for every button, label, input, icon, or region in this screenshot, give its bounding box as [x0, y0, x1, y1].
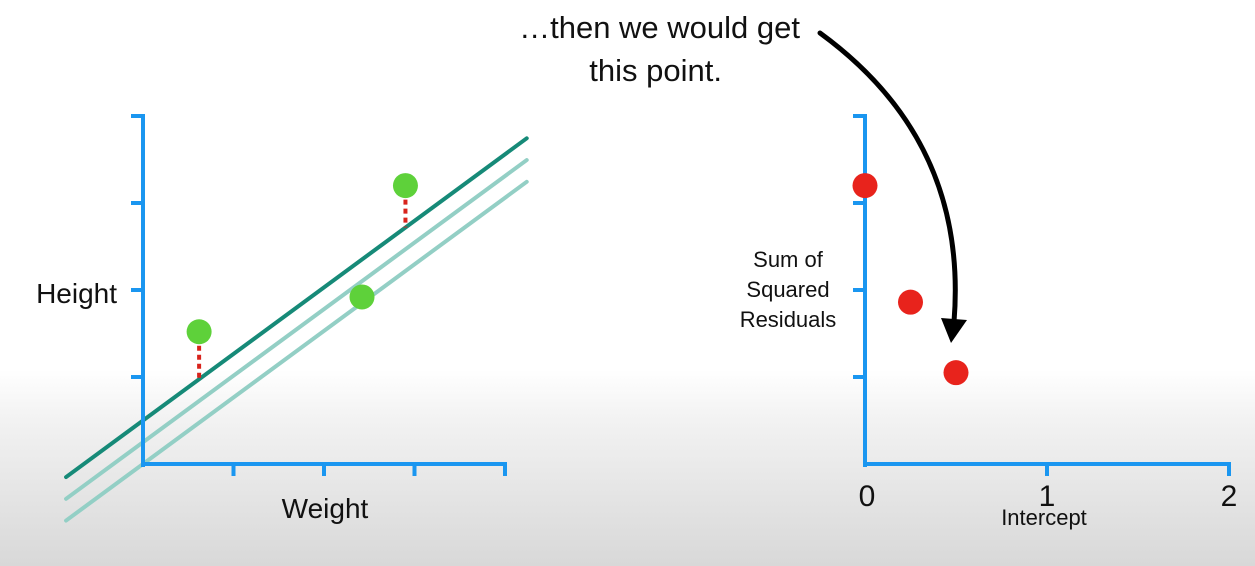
ssr-point-0	[852, 173, 878, 199]
ssr-points-group	[852, 173, 969, 386]
curved-arrow-icon	[817, 30, 967, 343]
fitted-line-dark-0	[64, 136, 529, 480]
x-tick-label-2: 2	[1221, 480, 1238, 513]
fitted-line-light-1	[64, 158, 529, 501]
x-axis-label-intercept: Intercept	[1001, 505, 1087, 530]
fitted-line-light-2	[64, 179, 529, 523]
height-vs-weight-chart: Height Weight	[36, 114, 529, 524]
y-axis-label-height: Height	[36, 278, 117, 309]
left-axes	[131, 114, 507, 476]
data-point-1	[349, 284, 375, 310]
x-tick-labels: 0 1 2	[859, 480, 1238, 513]
ssr-vs-intercept-chart: 0 1 2 Sum of Squared Residuals Intercept	[740, 114, 1238, 530]
x-axis-label-weight: Weight	[282, 493, 369, 524]
arrow-shaft	[817, 30, 958, 325]
y-axis-label-line-1: Sum of	[753, 247, 824, 272]
annotation-line-1: …then we would get	[519, 10, 800, 45]
x-tick-label-0: 0	[859, 480, 876, 513]
data-point-2	[392, 173, 418, 199]
ssr-point-1	[898, 289, 923, 315]
ssr-point-2	[943, 360, 969, 386]
data-points-group	[186, 173, 418, 345]
annotation-line-2: this point.	[589, 53, 722, 88]
y-axis-label-line-3: Residuals	[740, 307, 837, 332]
arrow-head	[941, 318, 967, 343]
data-point-0	[186, 319, 212, 345]
right-axes	[853, 114, 1231, 476]
y-axis-label-line-2: Squared	[746, 277, 829, 302]
x-tick-label-1: 1	[1039, 480, 1056, 513]
residuals-group	[197, 199, 408, 380]
